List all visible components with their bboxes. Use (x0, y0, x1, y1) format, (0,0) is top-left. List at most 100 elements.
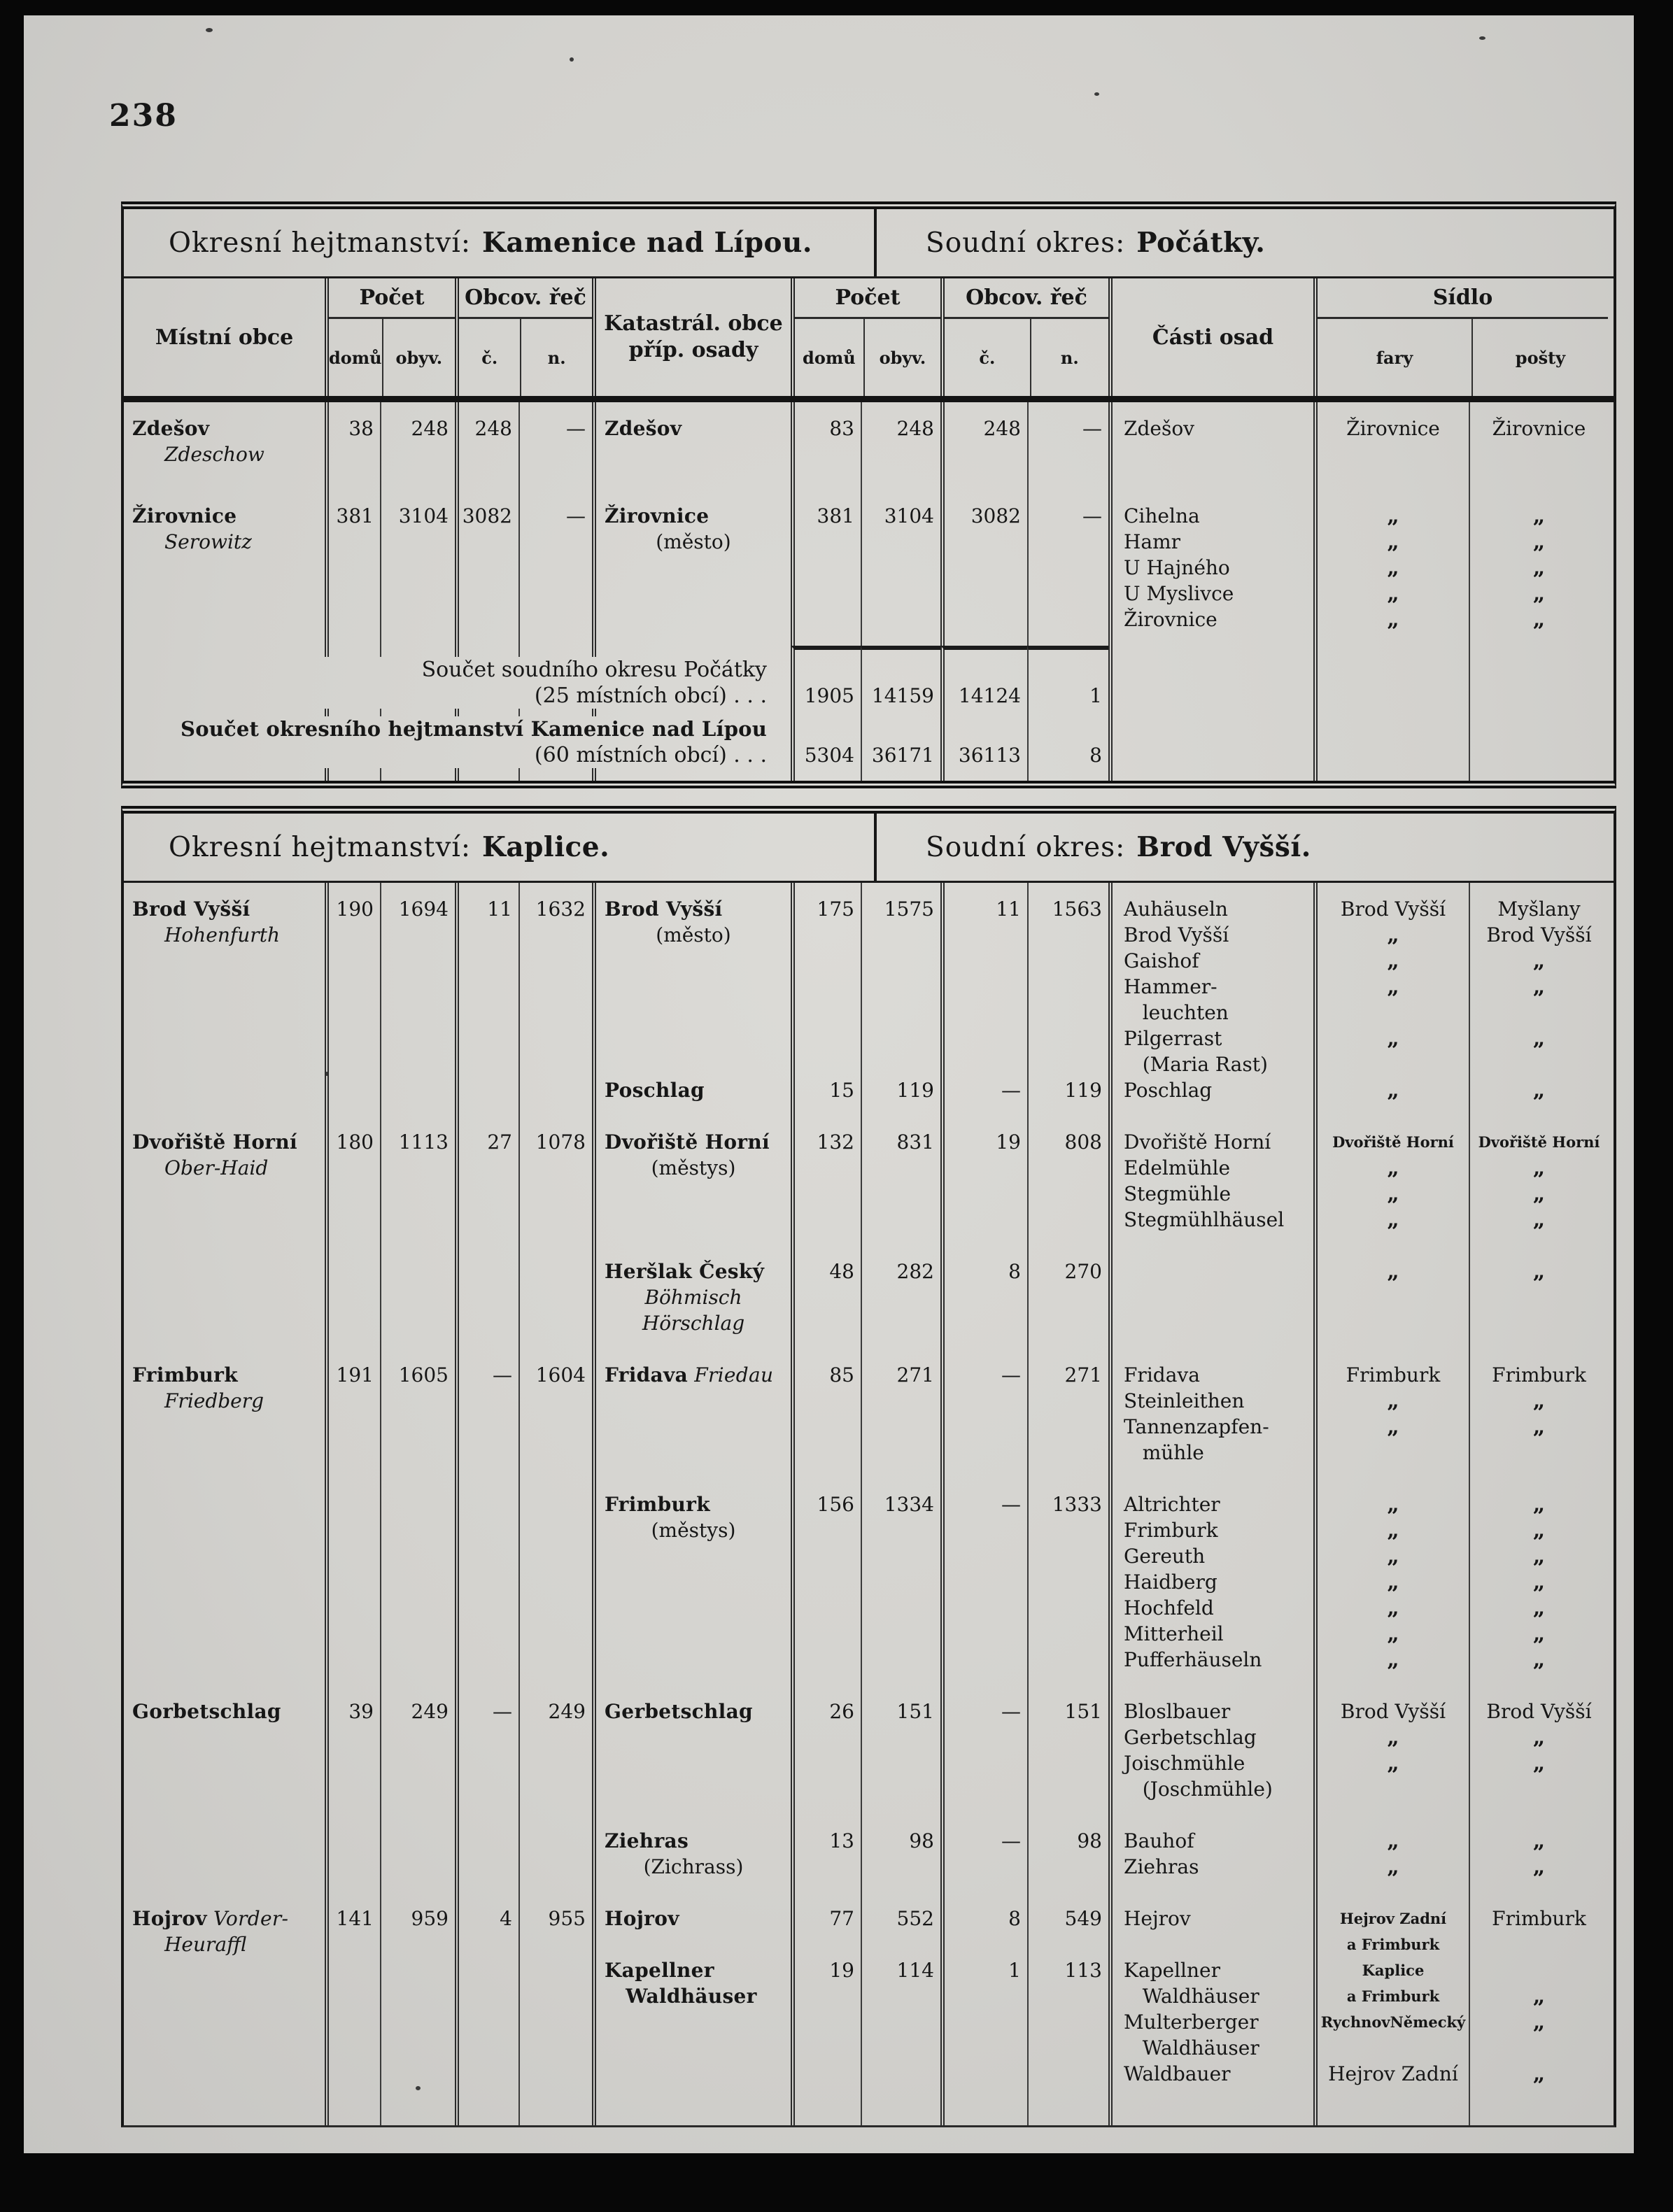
casti-cell: Kapellner (1108, 1957, 1313, 1983)
summary-value-cell (861, 656, 940, 683)
title-left-label: Okresní hejtmanství: (169, 831, 471, 863)
mistni-obec-cell (124, 555, 325, 581)
spacer-cell (791, 1335, 861, 1362)
fary-cell (1313, 742, 1469, 768)
spacer-cell (1027, 467, 1108, 504)
posty-cell: „ (1469, 1750, 1608, 1776)
casti-cell (1108, 1284, 1313, 1310)
rec2-c-cell: 8 (940, 1258, 1027, 1284)
domu-cell: 141 (325, 1905, 380, 1931)
title-left-label: Okresní hejtmanství: (169, 227, 471, 259)
fary-cell: „ (1313, 1025, 1469, 1051)
spacer-cell (861, 402, 940, 416)
rec2-n-cell: — (1027, 503, 1108, 530)
domu2-cell (791, 973, 861, 1000)
obyv-cell (380, 1413, 455, 1440)
domu-cell: 38 (325, 415, 380, 441)
mistni-obec-cell: Gorbetschlag (132, 1699, 281, 1723)
rec2-c-cell (940, 1931, 1027, 1957)
fary-cell: „ (1313, 1750, 1469, 1776)
rec2-c-cell (940, 1051, 1027, 1077)
spacer-cell (455, 1465, 518, 1491)
spacer-cell (861, 767, 940, 781)
domu-cell (325, 1284, 380, 1310)
rec-n-cell: 1078 (518, 1128, 592, 1155)
header-mistni-obce: Místní obce (155, 325, 294, 350)
rec2-c-cell (940, 921, 1027, 948)
katastr-cell: Kapellner (592, 1957, 791, 1983)
spacer-cell (455, 1103, 518, 1129)
rec-n-cell (518, 2060, 592, 2087)
posty-cell: „ (1469, 607, 1608, 633)
fary-cell: „ (1313, 1154, 1469, 1181)
katastr-cell: (městys) (592, 1517, 791, 1543)
katastr-cell (592, 2060, 791, 2087)
rec2-n-cell (1027, 1568, 1108, 1595)
posty-cell: „ (1469, 1594, 1608, 1621)
spacer-cell (380, 1672, 455, 1699)
spacer-cell (940, 1879, 1027, 1906)
spacer-cell (940, 1465, 1027, 1491)
posty-cell: „ (1469, 555, 1608, 581)
katastr-cell (592, 1724, 791, 1750)
spacer-cell (380, 1801, 455, 1828)
spacer-cell (861, 1232, 940, 1259)
rec-c-cell: 3082 (455, 503, 518, 530)
domu-cell: 180 (325, 1128, 380, 1155)
obyv-cell (380, 1051, 455, 1077)
obyv2-cell: 151 (861, 1698, 940, 1724)
spacer-cell (518, 1232, 592, 1259)
rec2-c-cell (940, 1154, 1027, 1181)
spacer-cell (124, 1336, 325, 1362)
casti-cell: Zdešov (1108, 415, 1313, 441)
spacer-cell (1027, 883, 1108, 896)
fary-cell: „ (1313, 1180, 1469, 1207)
domu2-cell (791, 1310, 861, 1336)
rec-n-cell (518, 1620, 592, 1647)
spacer-cell (380, 883, 455, 896)
rec2-c-cell (940, 973, 1027, 1000)
rec2-n-cell (1027, 1724, 1108, 1750)
fary-cell (1313, 999, 1469, 1026)
obyv-cell: 3104 (380, 503, 455, 530)
spacer-cell (1108, 1232, 1313, 1259)
rec-n-cell (518, 1051, 592, 1077)
spacer-cell (861, 1879, 940, 1906)
domu2-cell (791, 947, 861, 974)
mistni-obec-cell (124, 1595, 325, 1621)
rec-c-cell (455, 1594, 518, 1621)
rec-c-cell: — (455, 1698, 518, 1724)
casti-cell: U Myslivce (1108, 581, 1313, 607)
casti-cell: Hammer- (1108, 973, 1313, 1000)
spacer-cell (592, 1879, 791, 1906)
spacer-cell (124, 768, 325, 781)
rec-n-cell (518, 1957, 592, 1983)
rec2-c-cell (940, 1775, 1027, 1802)
rec2-n-cell (1027, 1206, 1108, 1233)
fary-cell: RychnovNěmecký (1313, 2008, 1469, 2035)
casti-cell (1108, 1310, 1313, 1336)
spacer-cell (592, 1465, 791, 1491)
casti-cell: Dvořiště Horní (1108, 1128, 1313, 1155)
fary-cell: „ (1313, 1827, 1469, 1854)
rec-c-cell (455, 999, 518, 1026)
rec-n-cell (518, 921, 592, 948)
spacer-cell (592, 467, 791, 504)
spacer-cell (861, 632, 940, 646)
spacer-cell (592, 2086, 791, 2125)
spacer-cell (791, 467, 861, 504)
rec-c-cell (455, 1491, 518, 1517)
rec-n-cell: 955 (518, 1905, 592, 1931)
rec2-n-cell: 808 (1027, 1128, 1108, 1155)
rec2-c-cell (940, 1517, 1027, 1543)
domu2-cell (791, 1594, 861, 1621)
posty-cell (1469, 716, 1608, 742)
casti-cell: Stegmühlhäusel (1108, 1206, 1313, 1233)
page-number: 238 (109, 98, 178, 134)
posty-cell (1469, 656, 1608, 683)
rec2-c-cell (940, 529, 1027, 555)
obyv2-cell (861, 1517, 940, 1543)
rec2-n-cell (1027, 529, 1108, 555)
rec-c-cell (455, 2008, 518, 2035)
katastr-cell: (město) (592, 529, 791, 555)
